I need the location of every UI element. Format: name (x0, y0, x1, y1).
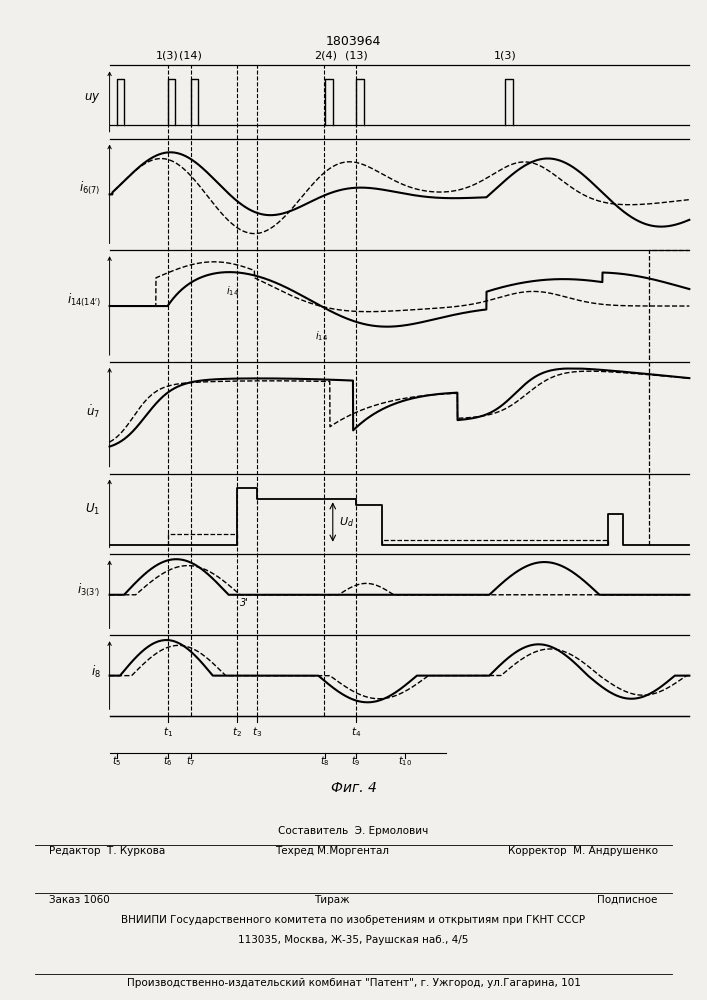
Text: $t_8$: $t_8$ (320, 755, 330, 768)
Text: Фиг. 4: Фиг. 4 (331, 782, 376, 796)
Text: 1803964: 1803964 (326, 35, 381, 48)
Text: Заказ 1060: Заказ 1060 (49, 895, 110, 905)
Text: $t_3$: $t_3$ (252, 725, 262, 739)
Text: Корректор  М. Андрушенко: Корректор М. Андрушенко (508, 846, 658, 856)
Text: $t_{10}$: $t_{10}$ (398, 755, 412, 768)
Text: (13): (13) (344, 51, 368, 61)
Text: Подписное: Подписное (597, 895, 658, 905)
Text: $U_d$: $U_d$ (339, 515, 354, 529)
Text: Тираж: Тираж (315, 895, 350, 905)
Text: $i_{3(3^{\prime})}$: $i_{3(3^{\prime})}$ (77, 582, 100, 599)
Text: Составитель  Э. Ермолович: Составитель Э. Ермолович (279, 826, 428, 836)
Text: $t_5$: $t_5$ (112, 755, 122, 768)
Text: $i_{14}$: $i_{14}$ (315, 329, 329, 343)
Text: $\dot{u}_7$: $\dot{u}_7$ (86, 404, 100, 420)
Text: (14): (14) (180, 51, 202, 61)
Text: 2(4): 2(4) (314, 51, 337, 61)
Text: 3': 3' (240, 598, 249, 608)
Text: $i_{6(7)}$: $i_{6(7)}$ (79, 180, 100, 197)
Text: $t_4$: $t_4$ (351, 725, 361, 739)
Text: $t_2$: $t_2$ (232, 725, 242, 739)
Text: $i_{14}$: $i_{14}$ (226, 285, 238, 298)
Text: $uy$: $uy$ (84, 91, 100, 105)
Text: Редактор  Т. Куркова: Редактор Т. Куркова (49, 846, 165, 856)
Text: Производственно-издательский комбинат "Патент", г. Ужгород, ул.Гагарина, 101: Производственно-издательский комбинат "П… (127, 978, 580, 988)
Text: $t_1$: $t_1$ (163, 725, 173, 739)
Text: $U_1$: $U_1$ (86, 502, 100, 517)
Text: $t_6$: $t_6$ (163, 755, 173, 768)
Text: $t_9$: $t_9$ (351, 755, 361, 768)
Text: 113035, Москва, Ж-35, Раушская наб., 4/5: 113035, Москва, Ж-35, Раушская наб., 4/5 (238, 935, 469, 945)
Text: 1(3): 1(3) (493, 51, 516, 61)
Text: $t_7$: $t_7$ (186, 755, 196, 768)
Text: Техред М.Моргентал: Техред М.Моргентал (275, 846, 390, 856)
Text: ВНИИПИ Государственного комитета по изобретениям и открытиям при ГКНТ СССР: ВНИИПИ Государственного комитета по изоб… (122, 915, 585, 925)
Text: $i_{14(14^{\prime})}$: $i_{14(14^{\prime})}$ (66, 292, 100, 309)
Text: $i_8$: $i_8$ (90, 664, 100, 680)
Text: 1(3): 1(3) (156, 51, 179, 61)
